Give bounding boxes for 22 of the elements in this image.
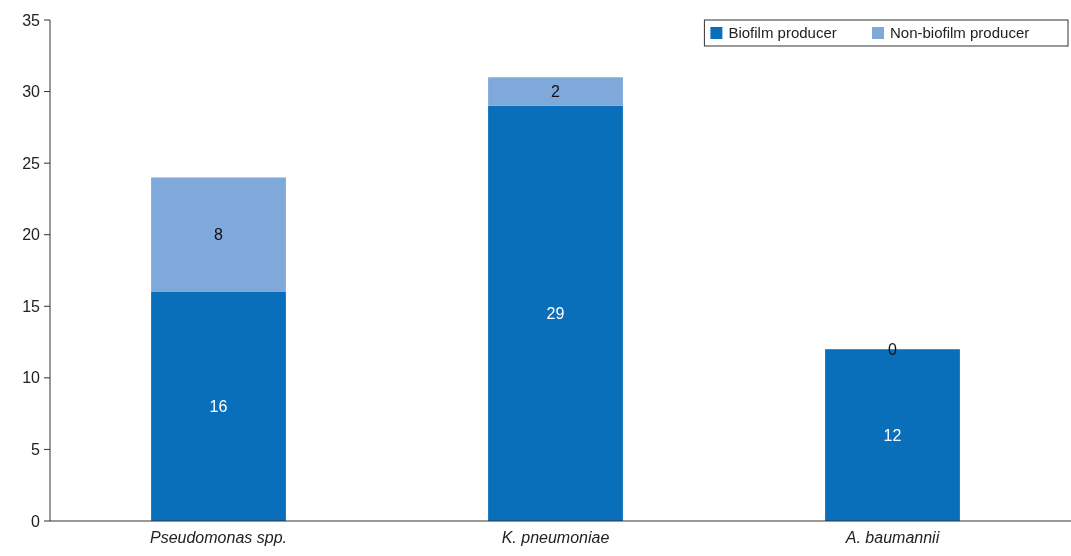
x-tick-label: K. pneumoniae (501, 529, 610, 546)
data-label: 16 (209, 398, 228, 416)
y-tick-label: 25 (22, 154, 41, 172)
y-tick-label: 0 (31, 512, 41, 530)
data-label: 29 (546, 305, 565, 323)
x-tick-label: A. baumannii (844, 529, 940, 546)
y-tick-label: 30 (22, 83, 41, 101)
y-tick-label: 10 (22, 369, 41, 387)
bar (151, 291, 286, 521)
bar (488, 77, 623, 106)
data-label: 2 (551, 83, 561, 101)
y-tick-label: 20 (22, 226, 41, 244)
y-tick-label: 5 (31, 441, 41, 459)
data-label: 12 (883, 426, 902, 444)
y-tick-label: 15 (22, 297, 41, 315)
legend-label: Biofilm producer (728, 24, 837, 42)
y-tick-label: 35 (22, 11, 41, 29)
x-tick-label: Pseudomonas spp. (150, 529, 287, 546)
data-label: 8 (214, 226, 224, 244)
legend-label: Non-biofilm producer (890, 24, 1030, 42)
bar (488, 105, 623, 521)
bar (151, 177, 286, 292)
